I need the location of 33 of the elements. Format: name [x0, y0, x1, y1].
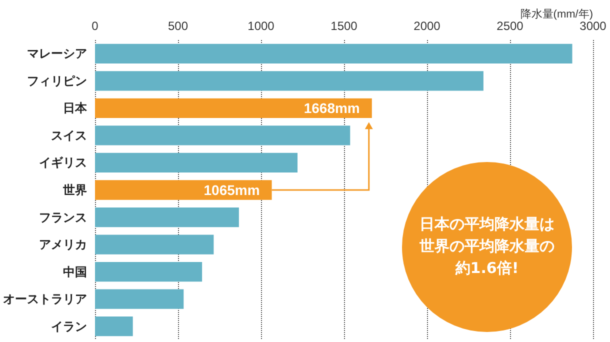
y-tick-label: アメリカ	[39, 238, 87, 252]
y-tick-label: マレーシア	[27, 46, 87, 61]
y-tick-label: 中国	[63, 264, 87, 279]
bar	[95, 180, 272, 200]
bar	[95, 98, 372, 118]
bar	[95, 289, 184, 309]
x-tick-label: 500	[168, 19, 188, 33]
annotation: 日本の平均降水量は世界の平均降水量の約1.6倍!	[418, 214, 556, 279]
x-tick-label: 2500	[496, 19, 524, 33]
bar	[95, 316, 133, 336]
x-tick-label: 3000	[580, 19, 607, 33]
y-tick-label: イラン	[51, 319, 87, 334]
y-tick-label: スイス	[51, 128, 87, 142]
bar	[95, 207, 239, 228]
y-tick-label: 世界	[62, 183, 87, 197]
data-label: 1668mm	[304, 100, 360, 116]
y-tick-label: オーストラリア	[3, 292, 87, 306]
bar	[95, 262, 202, 282]
x-tick-label: 1500	[330, 19, 358, 33]
bar	[95, 126, 350, 146]
y-tick-label: フィリピン	[27, 74, 87, 88]
x-tick-label: 2000	[414, 19, 441, 33]
data-label: 1065mm	[204, 182, 260, 198]
x-tick-label: 1000	[248, 19, 275, 33]
bar	[95, 71, 484, 91]
y-tick-label: 日本	[63, 101, 88, 116]
bar	[95, 152, 298, 173]
x-tick-label: 0	[92, 19, 99, 33]
y-tick-label: フランス	[39, 210, 87, 224]
y-tick-label: イギリス	[39, 156, 87, 170]
x-axis-title: 降水量(mm/年)	[520, 8, 593, 20]
bar	[95, 234, 214, 254]
bar	[95, 44, 572, 64]
